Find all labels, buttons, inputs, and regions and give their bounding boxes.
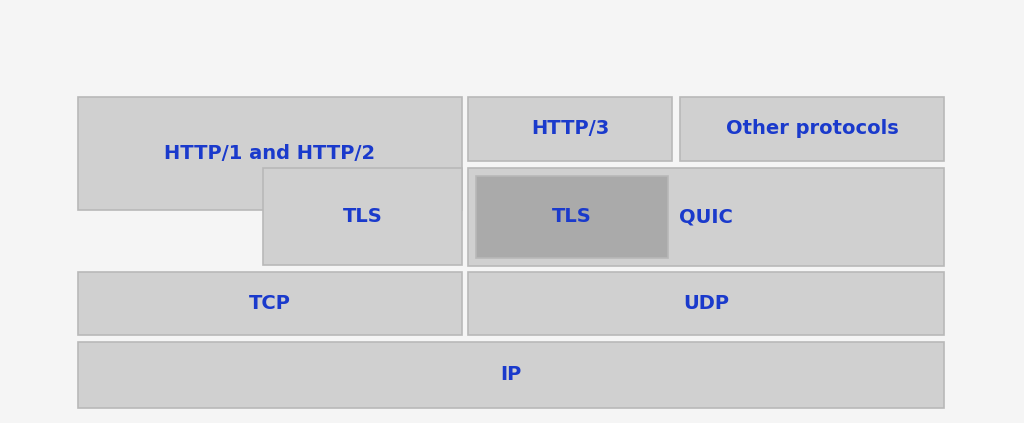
Text: QUIC: QUIC: [679, 208, 733, 226]
Text: Other protocols: Other protocols: [726, 120, 898, 138]
Text: TCP: TCP: [249, 294, 291, 313]
Text: HTTP/3: HTTP/3: [530, 120, 609, 138]
Text: HTTP/1 and HTTP/2: HTTP/1 and HTTP/2: [165, 144, 376, 163]
Text: IP: IP: [501, 365, 521, 385]
Bar: [78, 272, 462, 335]
Bar: [78, 342, 944, 408]
Text: UDP: UDP: [683, 294, 729, 313]
Bar: [263, 168, 462, 265]
Text: TLS: TLS: [552, 208, 592, 226]
Bar: [468, 168, 944, 266]
Text: TLS: TLS: [343, 207, 382, 226]
Bar: [476, 176, 668, 258]
Bar: [468, 272, 944, 335]
Bar: [468, 97, 672, 161]
Bar: [78, 97, 462, 210]
Bar: [680, 97, 944, 161]
